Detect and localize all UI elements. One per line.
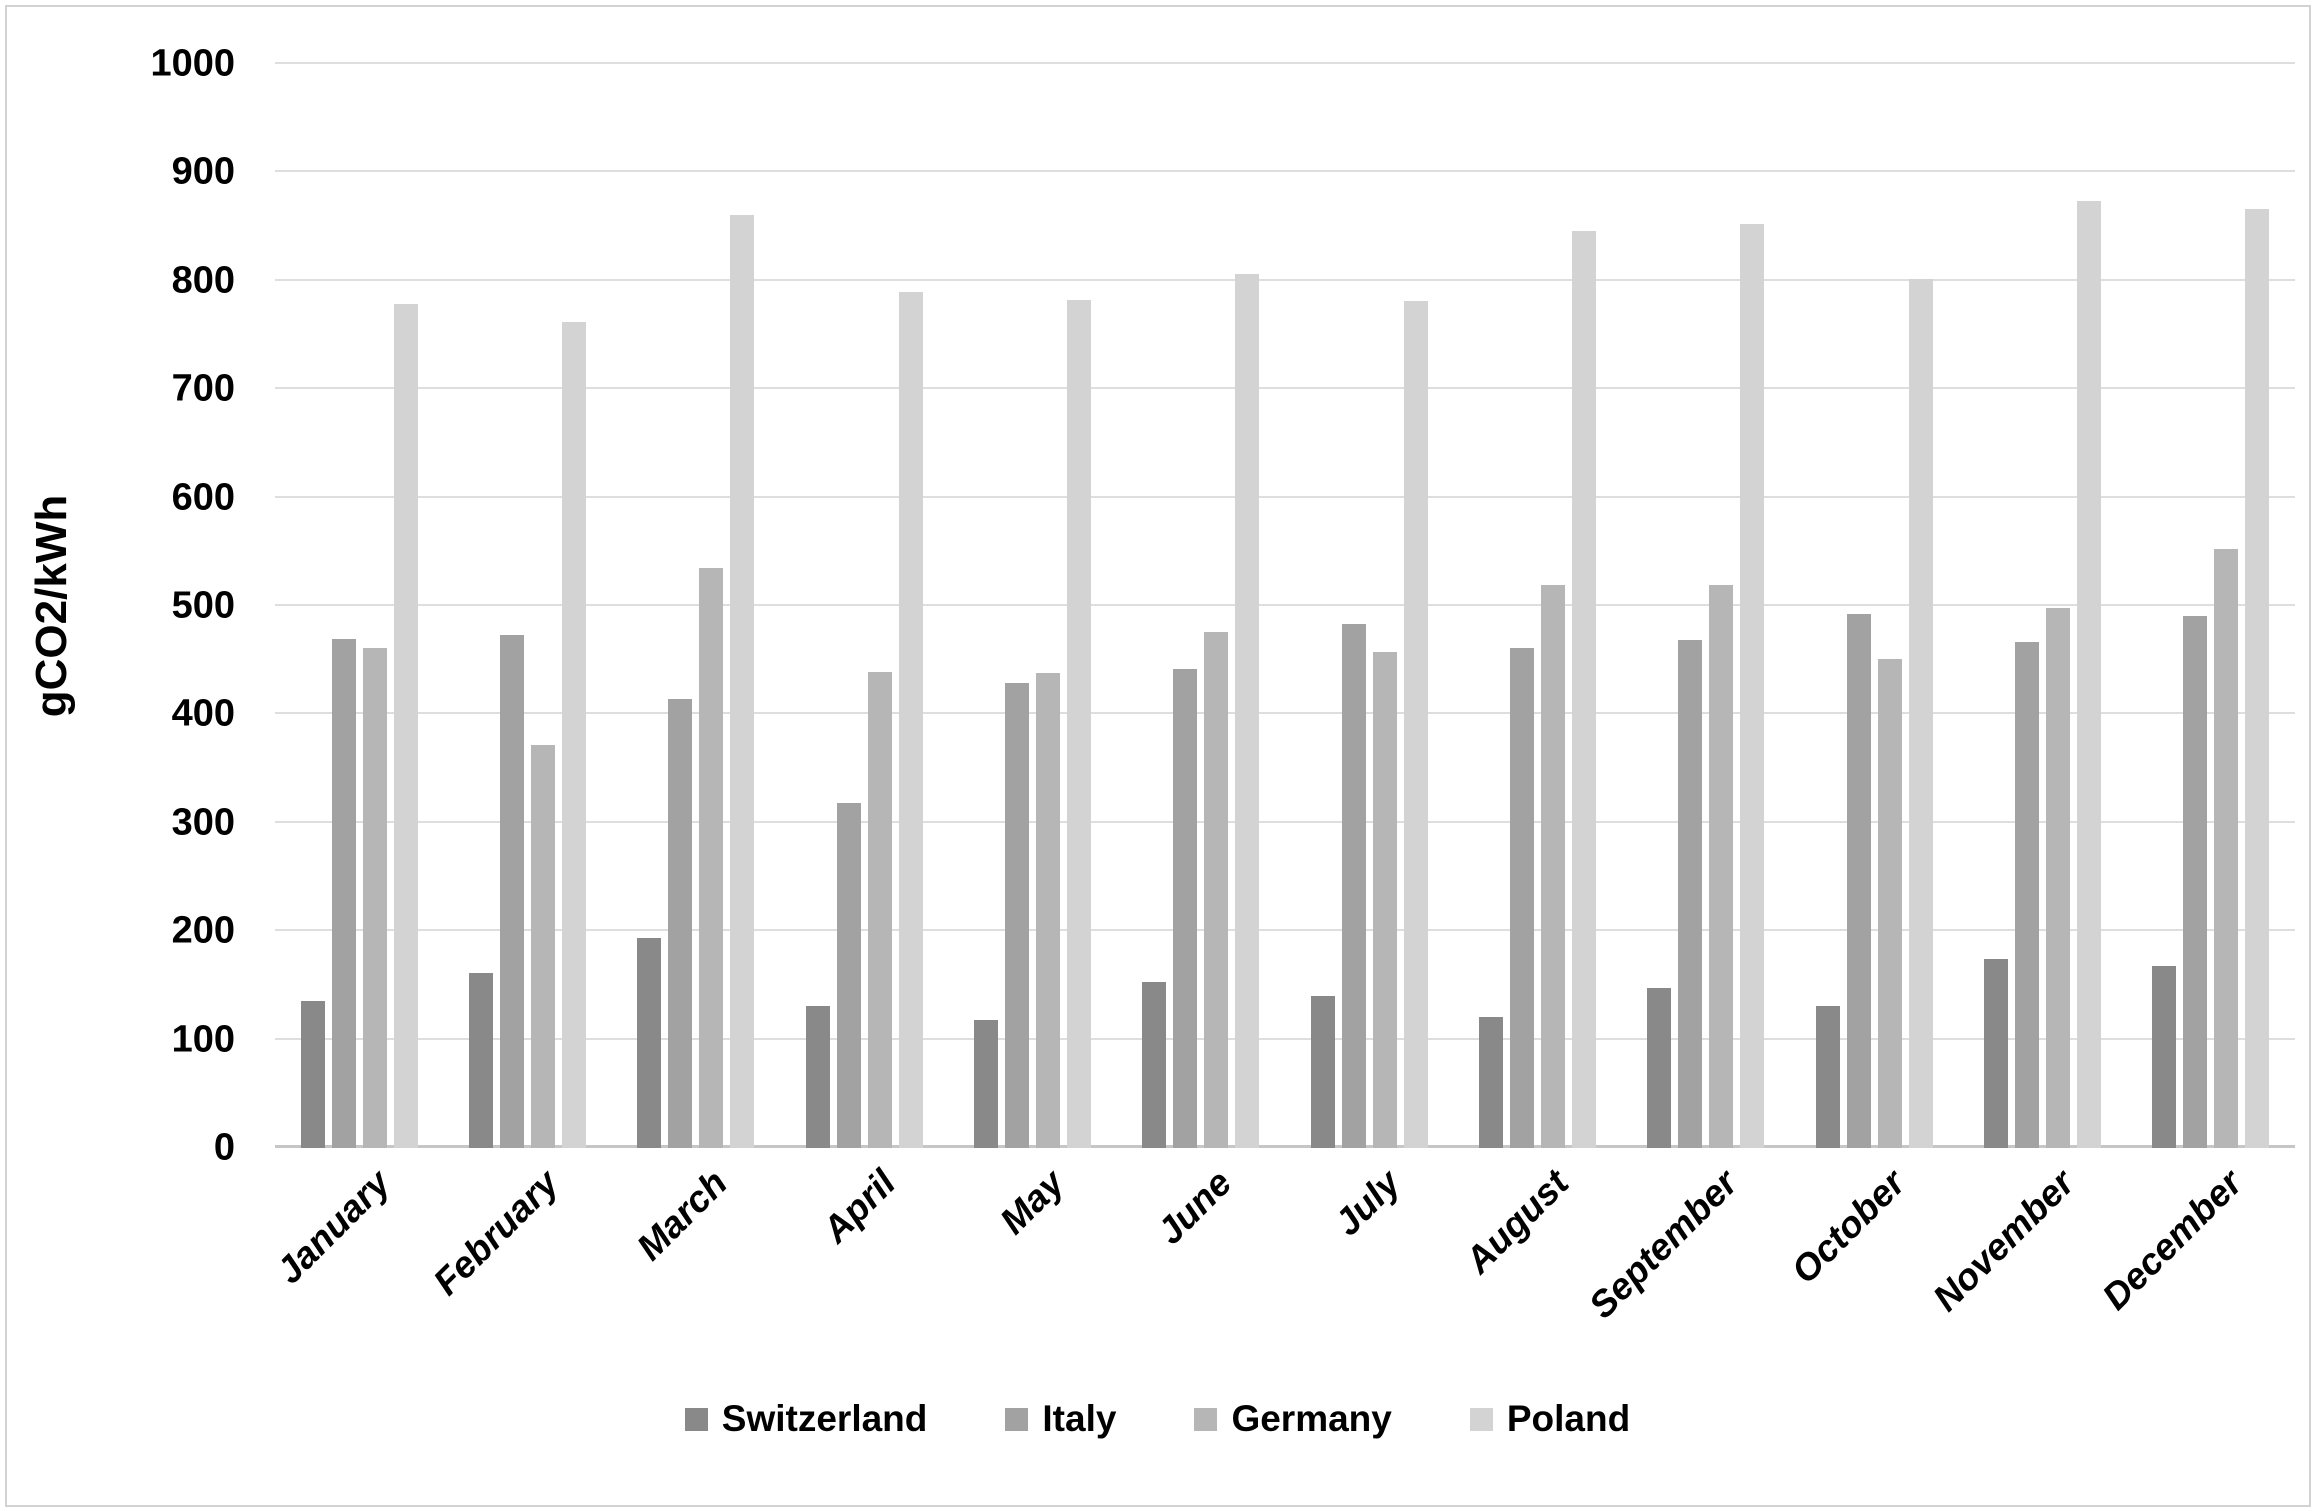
bar-italy-june (1173, 668, 1198, 1148)
bar-italy-september (1678, 639, 1703, 1148)
bar-poland-april (898, 291, 923, 1148)
bar-germany-january (362, 648, 387, 1148)
y-tick-label-400: 400 (171, 692, 235, 735)
bar-switzerland-december (2152, 965, 2177, 1148)
y-tick-label-300: 300 (171, 801, 235, 844)
gridline-200 (275, 929, 2295, 932)
bar-germany-november (2045, 608, 2070, 1148)
bar-italy-february (499, 635, 524, 1148)
bar-germany-september (1709, 585, 1734, 1148)
legend-item-germany: Germany (1194, 1398, 1392, 1440)
bar-group-january (275, 64, 443, 1148)
bar-italy-december (2183, 615, 2208, 1148)
y-axis-title: gCO2/kWh (27, 494, 76, 718)
legend: Switzerland Italy Germany Poland (0, 1398, 2315, 1440)
bar-poland-october (1908, 278, 1933, 1148)
y-tick-label-900: 900 (171, 150, 235, 193)
legend-label-germany: Germany (1231, 1398, 1392, 1439)
bar-group-february (443, 64, 611, 1148)
y-tick-label-500: 500 (171, 584, 235, 627)
bar-poland-august (1571, 230, 1596, 1148)
bar-italy-november (2014, 641, 2039, 1148)
bar-germany-may (1035, 673, 1060, 1148)
bar-poland-february (561, 322, 586, 1148)
y-tick-label-700: 700 (171, 367, 235, 410)
gridline-400 (275, 712, 2295, 715)
bar-italy-october (1846, 613, 1871, 1148)
bar-switzerland-august (1478, 1016, 1503, 1148)
y-tick-label-600: 600 (171, 476, 235, 519)
bar-germany-october (1877, 659, 1902, 1148)
bar-italy-may (1004, 682, 1029, 1148)
gridline-800 (275, 278, 2295, 281)
bar-switzerland-march (637, 937, 662, 1148)
legend-swatch-switzerland (684, 1407, 708, 1431)
legend-label-poland: Poland (1506, 1398, 1631, 1439)
bar-group-december (2127, 64, 2295, 1148)
bar-germany-august (1540, 585, 1565, 1148)
y-tick-label-0: 0 (213, 1126, 235, 1169)
legend-swatch-italy (1005, 1407, 1029, 1431)
legend-swatch-germany (1194, 1407, 1218, 1431)
bar-switzerland-november (1983, 959, 2008, 1148)
legend-swatch-poland (1469, 1407, 1493, 1431)
y-tick-label-800: 800 (171, 259, 235, 302)
legend-item-switzerland: Switzerland (684, 1398, 928, 1440)
gridline-700 (275, 387, 2295, 390)
bar-group-july (1285, 64, 1453, 1148)
legend-label-switzerland: Switzerland (721, 1398, 928, 1439)
bar-group-november (1958, 64, 2126, 1148)
bar-group-august (1453, 64, 1621, 1148)
y-tick-label-100: 100 (171, 1018, 235, 1061)
bar-group-september (1622, 64, 1790, 1148)
bar-switzerland-june (1142, 982, 1167, 1148)
plot-area (275, 62, 2295, 1148)
bar-italy-march (668, 699, 693, 1148)
bar-switzerland-january (300, 1000, 325, 1148)
bar-group-april (780, 64, 948, 1148)
bar-switzerland-april (805, 1006, 830, 1148)
bar-group-may (948, 64, 1116, 1148)
bar-germany-july (1372, 651, 1397, 1148)
bar-germany-april (867, 672, 892, 1148)
bar-poland-may (1066, 300, 1091, 1148)
bar-italy-july (1341, 624, 1366, 1148)
gridline-500 (275, 604, 2295, 606)
x-axis-line (275, 1145, 2295, 1148)
bar-italy-april (836, 803, 861, 1148)
bar-germany-june (1204, 632, 1229, 1148)
bar-group-june (1117, 64, 1285, 1148)
bar-poland-march (730, 214, 755, 1148)
bar-switzerland-july (1310, 996, 1335, 1148)
y-tick-label-1000: 1000 (150, 42, 235, 85)
bar-germany-march (699, 568, 724, 1148)
bar-switzerland-february (468, 973, 493, 1148)
bar-germany-february (530, 744, 555, 1148)
legend-label-italy: Italy (1042, 1398, 1117, 1439)
bar-italy-january (331, 638, 356, 1148)
bar-switzerland-may (973, 1020, 998, 1148)
bar-poland-july (1403, 301, 1428, 1148)
gridline-900 (275, 170, 2295, 173)
bar-poland-september (1740, 224, 1765, 1148)
bar-germany-december (2214, 548, 2239, 1148)
bar-group-march (612, 64, 780, 1148)
legend-item-italy: Italy (1005, 1398, 1116, 1440)
bar-switzerland-october (1815, 1006, 1840, 1148)
gridline-300 (275, 820, 2295, 823)
gridline-600 (275, 495, 2295, 498)
bar-groups (275, 64, 2295, 1148)
bar-poland-january (393, 303, 418, 1148)
bar-poland-june (1235, 274, 1260, 1148)
bar-italy-august (1509, 648, 1534, 1148)
bar-group-october (1790, 64, 1958, 1148)
bar-poland-december (2245, 209, 2270, 1148)
bar-switzerland-september (1647, 987, 1672, 1148)
bar-poland-november (2076, 200, 2101, 1148)
y-tick-label-200: 200 (171, 909, 235, 952)
gridline-1000 (275, 62, 2295, 64)
legend-item-poland: Poland (1469, 1398, 1631, 1440)
gridline-100 (275, 1037, 2295, 1040)
